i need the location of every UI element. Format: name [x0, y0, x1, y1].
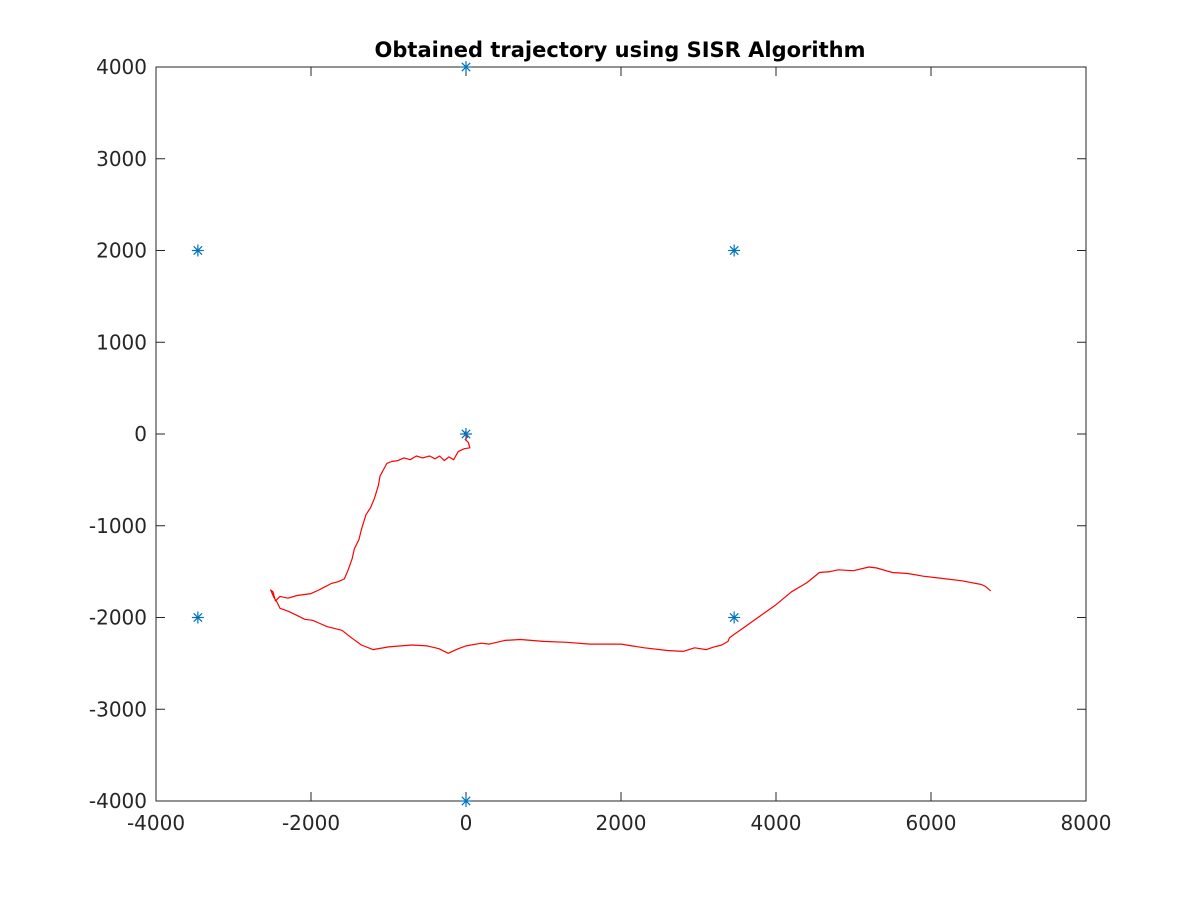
anchor-marker-stroke — [193, 612, 203, 623]
anchor-marker — [728, 244, 741, 257]
chart-title: Obtained trajectory using SISR Algorithm — [375, 38, 866, 62]
anchor-marker — [191, 244, 204, 257]
y-tick-label: 4000 — [96, 55, 147, 79]
plot-area: -4000 -2000 0 2000 4000 6000 8000 -4000 -3000 -20… — [89, 55, 1112, 835]
y-tick-label: 0 — [134, 422, 147, 446]
anchor-marker-stroke — [729, 245, 739, 256]
y-tick-label: -3000 — [89, 697, 147, 721]
y-tick-label: -2000 — [89, 606, 147, 630]
anchor-marker-stroke — [461, 429, 471, 439]
y-tick-label: 2000 — [96, 239, 147, 263]
anchor-marker-stroke — [729, 612, 739, 623]
x-tick-label: -2000 — [282, 811, 340, 835]
anchor-marker — [460, 428, 472, 440]
x-tick-label: 6000 — [906, 811, 957, 835]
y-tick-label: -4000 — [89, 789, 147, 813]
y-tick-label: -1000 — [89, 514, 147, 538]
x-tick-label: 8000 — [1061, 811, 1112, 835]
x-tick-label: -4000 — [127, 811, 185, 835]
x-tick-label: 2000 — [596, 811, 647, 835]
anchor-marker-stroke — [461, 62, 471, 72]
anchor-marker-stroke — [461, 796, 471, 806]
y-tick-label: 3000 — [96, 147, 147, 171]
x-tick-label: 0 — [460, 811, 473, 835]
anchor-marker — [460, 795, 472, 807]
anchor-marker-stroke — [193, 245, 203, 256]
trajectory-line — [270, 430, 992, 654]
anchor-marker — [191, 611, 204, 624]
anchor-marker — [728, 611, 741, 624]
x-tick-label: 4000 — [751, 811, 802, 835]
anchor-marker — [460, 61, 472, 73]
y-tick-label: 1000 — [96, 330, 147, 354]
